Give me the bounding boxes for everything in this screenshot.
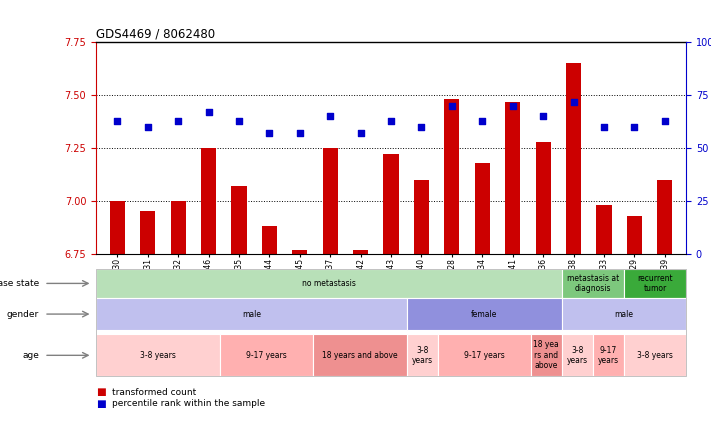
Point [447,102,458,109]
Text: GDS4469 / 8062480: GDS4469 / 8062480 [96,27,215,41]
Text: 3-8 years: 3-8 years [637,351,673,360]
Point [355,130,366,137]
Text: disease state: disease state [0,279,39,288]
Text: female: female [471,310,498,319]
Point [173,117,184,124]
Bar [627,216,642,254]
Text: ■: ■ [96,399,106,409]
Text: gender: gender [7,310,39,319]
Point [629,124,640,130]
Text: percentile rank within the sample: percentile rank within the sample [112,399,264,409]
Bar [383,154,399,254]
Bar [444,99,459,254]
Text: recurrent
tumor: recurrent tumor [637,274,673,293]
Text: 9-17 years: 9-17 years [464,351,505,360]
Point [294,130,306,137]
Point [112,117,123,124]
Point [507,102,518,109]
Bar [323,148,338,254]
Text: transformed count: transformed count [112,387,196,397]
Text: 3-8
years: 3-8 years [412,346,433,365]
Text: 9-17
years: 9-17 years [598,346,619,365]
Bar [292,250,307,254]
Bar [475,163,490,254]
Bar [201,148,216,254]
Bar [109,201,125,254]
Point [568,98,579,105]
Text: metastasis at
diagnosis: metastasis at diagnosis [567,274,619,293]
Point [598,124,609,130]
Bar [231,186,247,254]
Point [385,117,397,124]
Text: ■: ■ [96,387,106,397]
Text: age: age [22,351,39,360]
Text: male: male [242,310,261,319]
Point [264,130,275,137]
Text: 18 yea
rs and
above: 18 yea rs and above [533,341,560,370]
Text: no metastasis: no metastasis [302,279,356,288]
Text: 9-17 years: 9-17 years [247,351,287,360]
Bar [505,102,520,254]
Text: 3-8 years: 3-8 years [140,351,176,360]
Text: 3-8
years: 3-8 years [567,346,588,365]
Point [142,124,154,130]
Bar [535,142,551,254]
Bar [140,212,155,254]
Point [324,113,336,120]
Bar [657,180,673,254]
Point [538,113,549,120]
Text: male: male [614,310,634,319]
Bar [262,226,277,254]
Bar [597,205,611,254]
Text: 18 years and above: 18 years and above [322,351,397,360]
Bar [353,250,368,254]
Point [416,124,427,130]
Bar [566,63,581,254]
Point [203,109,214,115]
Point [233,117,245,124]
Point [659,117,670,124]
Point [476,117,488,124]
Bar [414,180,429,254]
Bar [171,201,186,254]
